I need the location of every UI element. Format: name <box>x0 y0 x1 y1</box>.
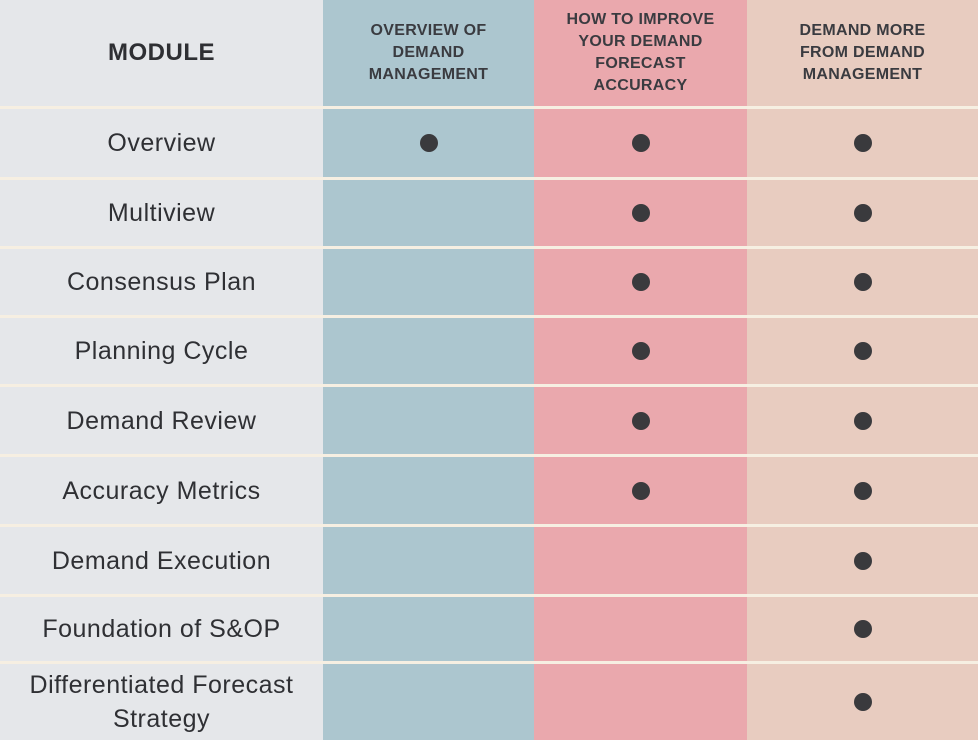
included-dot <box>853 411 872 430</box>
header-column-2-label: HOW TO IMPROVE YOUR DEMAND FORECAST ACCU… <box>566 11 715 94</box>
table-cell <box>534 249 747 315</box>
header-column-3-label: DEMAND MORE FROM DEMAND MANAGEMENT <box>799 22 926 83</box>
row-label-demand-review: Demand Review <box>0 387 323 454</box>
table-cell <box>323 457 534 524</box>
included-dot <box>631 204 650 222</box>
header-demand-more-from-demand-management: DEMAND MORE FROM DEMAND MANAGEMENT <box>747 0 978 106</box>
table-cell <box>747 109 978 177</box>
included-dot <box>853 342 872 360</box>
header-overview-of-demand-management: OVERVIEW OF DEMAND MANAGEMENT <box>323 0 534 106</box>
included-dot <box>853 273 872 291</box>
table-cell <box>534 664 747 740</box>
row-label-differentiated-forecast-strategy: Differentiated Forecast Strategy <box>0 664 323 740</box>
table-cell <box>323 109 534 177</box>
header-module-label: MODULE <box>108 39 215 66</box>
table-cell <box>747 180 978 246</box>
header-column-1-label: OVERVIEW OF DEMAND MANAGEMENT <box>368 22 489 83</box>
header-improve-forecast-accuracy: HOW TO IMPROVE YOUR DEMAND FORECAST ACCU… <box>534 0 747 106</box>
table-cell <box>323 527 534 594</box>
included-dot <box>853 551 872 570</box>
table-cell <box>747 387 978 454</box>
row-label-demand-execution: Demand Execution <box>0 527 323 594</box>
table-cell <box>534 597 747 661</box>
included-dot <box>419 134 438 152</box>
table-cell <box>534 457 747 524</box>
included-dot <box>631 411 650 430</box>
table-cell <box>747 249 978 315</box>
included-dot <box>853 620 872 638</box>
table-cell <box>323 664 534 740</box>
table-cell <box>323 318 534 384</box>
included-dot <box>853 134 872 152</box>
included-dot <box>631 134 650 152</box>
header-module-cell: MODULE <box>0 0 323 106</box>
table-cell <box>747 457 978 524</box>
included-dot <box>631 273 650 291</box>
table-cell <box>534 318 747 384</box>
row-label-consensus-plan: Consensus Plan <box>0 249 323 315</box>
included-dot <box>853 481 872 500</box>
table-cell <box>323 249 534 315</box>
row-label-accuracy-metrics: Accuracy Metrics <box>0 457 323 524</box>
table-cell <box>323 597 534 661</box>
table-cell <box>747 318 978 384</box>
table-cell <box>747 597 978 661</box>
table-cell <box>323 180 534 246</box>
table-cell <box>534 180 747 246</box>
included-dot <box>853 693 872 711</box>
included-dot <box>631 342 650 360</box>
table-cell <box>534 387 747 454</box>
included-dot <box>853 204 872 222</box>
table-cell <box>747 527 978 594</box>
row-label-foundation-of-sop: Foundation of S&OP <box>0 597 323 661</box>
row-label-planning-cycle: Planning Cycle <box>0 318 323 384</box>
table-cell <box>534 527 747 594</box>
row-label-multiview: Multiview <box>0 180 323 246</box>
table-cell <box>747 664 978 740</box>
table-cell <box>323 387 534 454</box>
included-dot <box>631 481 650 500</box>
row-label-overview: Overview <box>0 109 323 177</box>
table-cell <box>534 109 747 177</box>
